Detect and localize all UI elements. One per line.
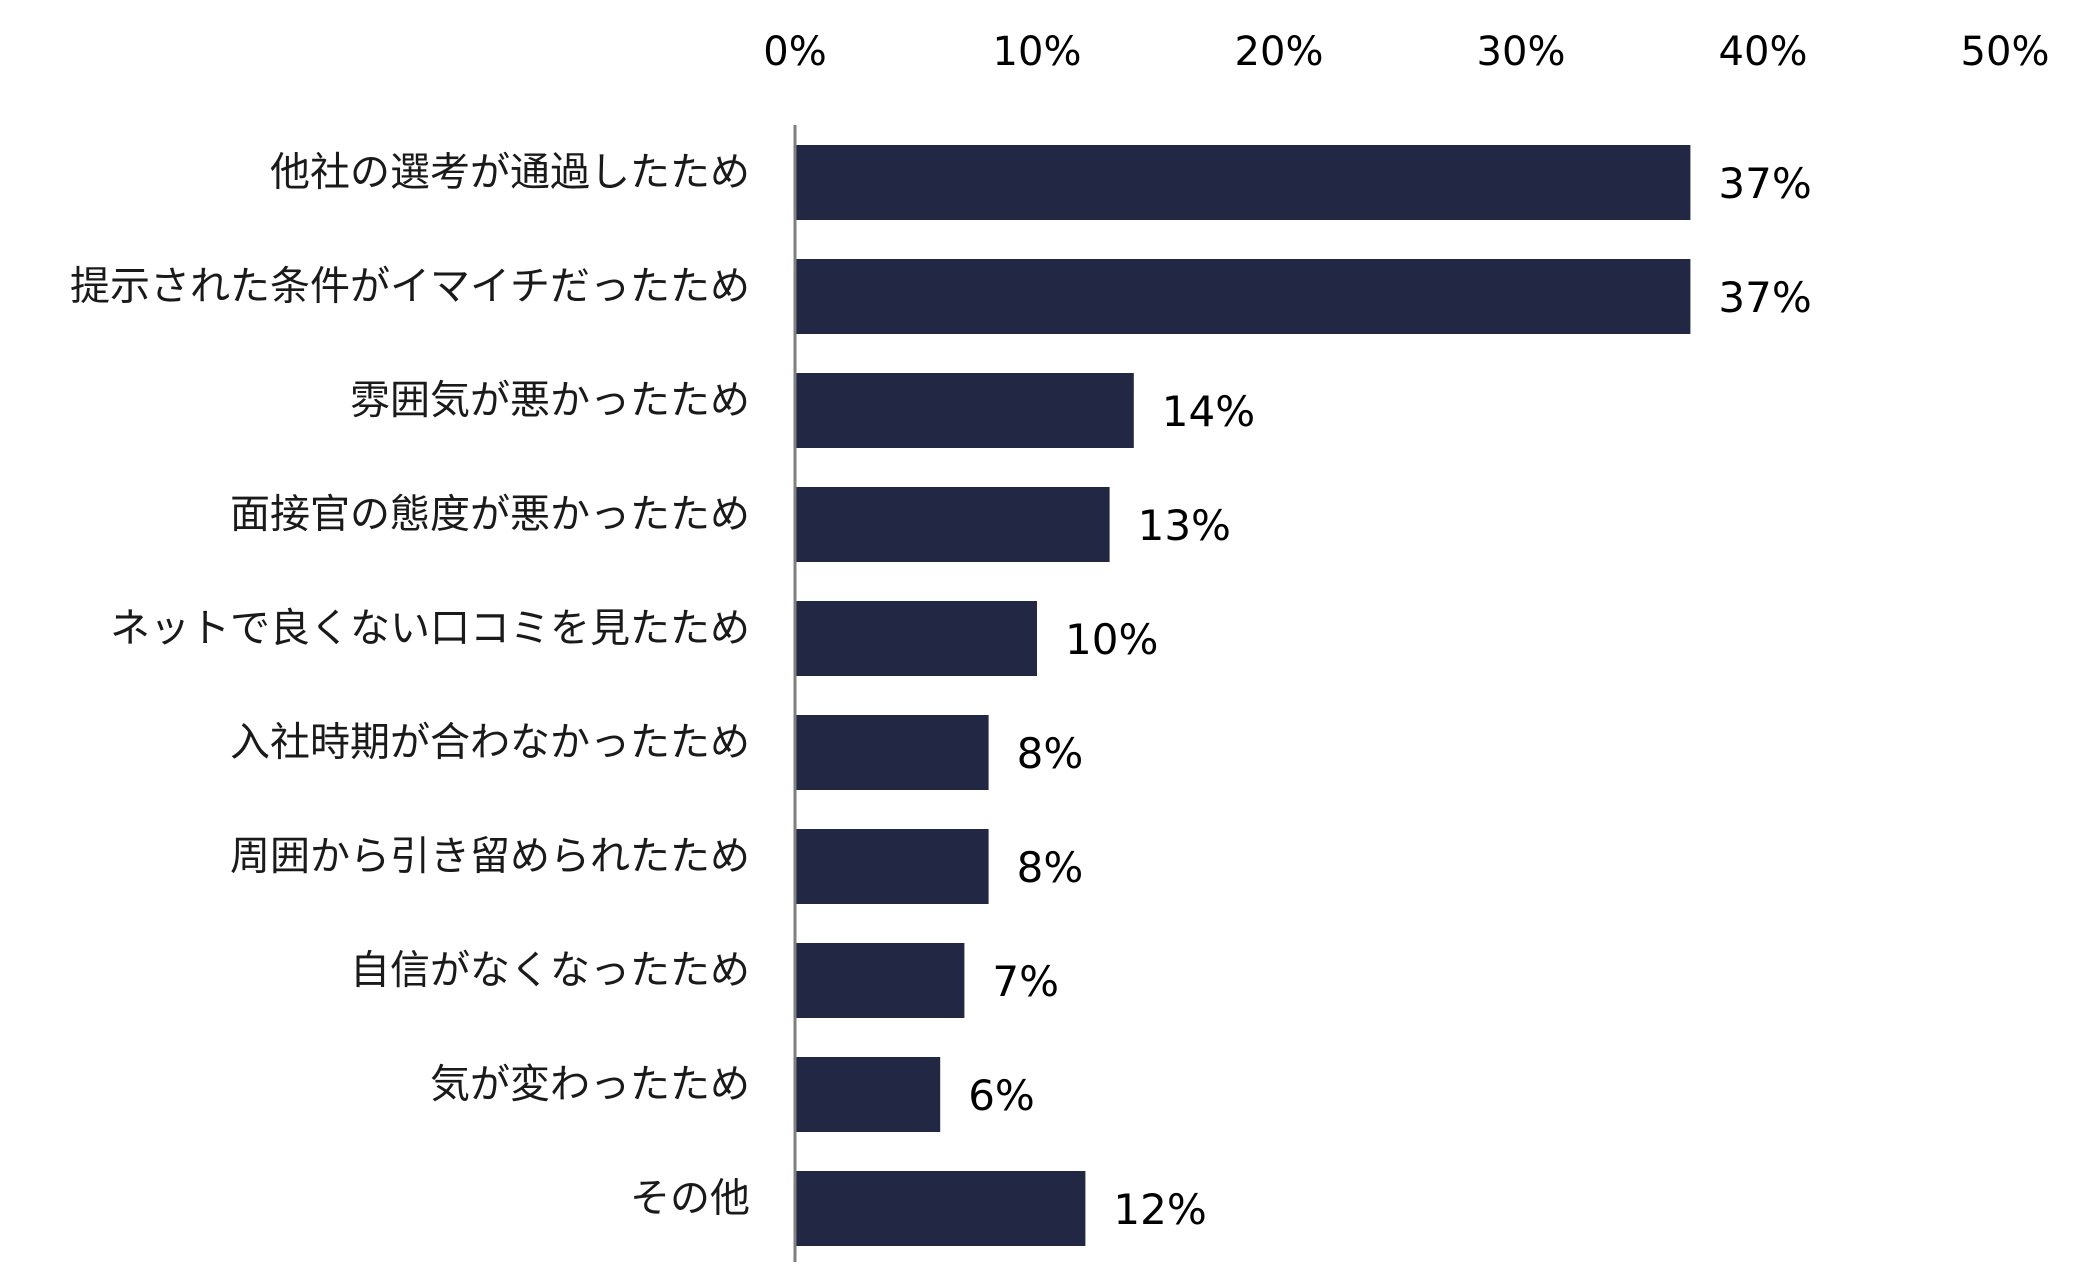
bar bbox=[795, 1171, 1086, 1246]
category-label: ネットで良くない口コミを見たため bbox=[110, 606, 750, 652]
x-tick-label: 0% bbox=[763, 29, 826, 75]
data-label: 12% bbox=[1113, 1185, 1206, 1234]
data-label: 8% bbox=[1017, 843, 1084, 892]
data-label: 14% bbox=[1162, 387, 1255, 436]
category-label: 自信がなくなったため bbox=[350, 948, 750, 994]
bars bbox=[795, 145, 1691, 1246]
x-axis-ticks: 0% 10% 20% 30% 40% 50% bbox=[763, 29, 2049, 75]
x-tick-label: 30% bbox=[1477, 29, 1566, 75]
category-labels: 他社の選考が通過したため提示された条件がイマイチだったため雰囲気が悪かったため面… bbox=[70, 150, 750, 1222]
category-label: 入社時期が合わなかったため bbox=[230, 720, 750, 766]
bar bbox=[795, 943, 965, 1018]
bar bbox=[795, 259, 1691, 334]
data-label: 6% bbox=[968, 1071, 1035, 1120]
category-label: 提示された条件がイマイチだったため bbox=[70, 264, 750, 310]
bar bbox=[795, 715, 989, 790]
category-label: 面接官の態度が悪かったため bbox=[230, 492, 750, 538]
category-label: 気が変わったため bbox=[430, 1062, 750, 1108]
data-label: 37% bbox=[1718, 159, 1811, 208]
category-label: 周囲から引き留められたため bbox=[230, 834, 750, 880]
x-tick-label: 50% bbox=[1961, 29, 2050, 75]
data-label: 10% bbox=[1065, 615, 1158, 664]
bar bbox=[795, 601, 1037, 676]
value-labels: 37% 37% 14% 13% 10% 8% 8% 7% 6% 12% bbox=[968, 159, 1812, 1234]
x-tick-label: 10% bbox=[993, 29, 1082, 75]
category-label: その他 bbox=[630, 1176, 750, 1222]
bar bbox=[795, 145, 1691, 220]
data-label: 13% bbox=[1138, 501, 1231, 550]
data-label: 37% bbox=[1718, 273, 1811, 322]
category-label: 他社の選考が通過したため bbox=[270, 150, 750, 196]
bar bbox=[795, 829, 989, 904]
data-label: 8% bbox=[1017, 729, 1084, 778]
data-label: 7% bbox=[992, 957, 1059, 1006]
x-tick-label: 20% bbox=[1235, 29, 1324, 75]
bar bbox=[795, 373, 1134, 448]
category-label: 雰囲気が悪かったため bbox=[350, 378, 750, 424]
bar bbox=[795, 1057, 941, 1132]
bar bbox=[795, 487, 1110, 562]
x-tick-label: 40% bbox=[1719, 29, 1808, 75]
